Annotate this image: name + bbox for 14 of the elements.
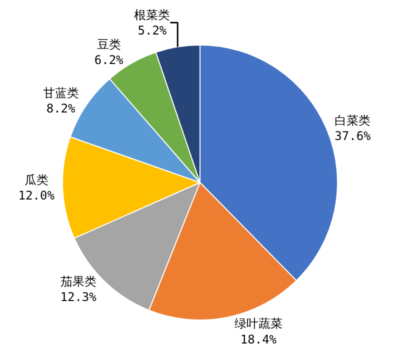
slice-label: 甘蓝类: [42, 86, 79, 100]
data-label: 12.0%: [18, 188, 56, 203]
slice-label: 根菜类: [134, 8, 170, 22]
data-label: 5.2%: [138, 23, 168, 38]
slice-label: 白菜类: [334, 114, 371, 128]
data-label: 6.2%: [94, 52, 124, 67]
slice-label: 绿叶蔬菜: [234, 316, 282, 331]
data-label: 8.2%: [46, 101, 76, 116]
slice-label: 茄果类: [60, 274, 96, 288]
slice-label: 豆类: [96, 37, 121, 52]
data-label: 18.4%: [240, 332, 278, 346]
data-label: 12.3%: [60, 290, 98, 304]
data-label: 37.6%: [334, 129, 372, 144]
slice-label: 瓜类: [24, 173, 48, 188]
